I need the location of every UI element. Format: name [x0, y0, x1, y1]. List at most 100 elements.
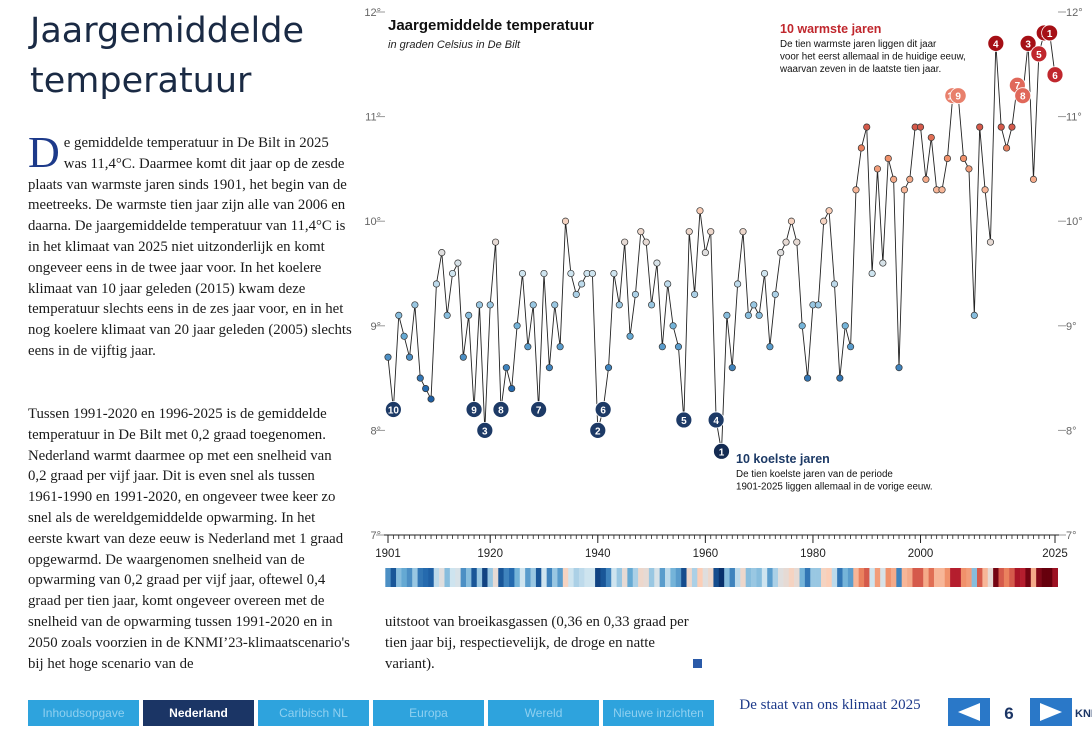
rank-label: 8	[498, 405, 504, 416]
stripe	[654, 568, 660, 587]
stripe	[691, 568, 698, 587]
x-tick-label: 1901	[375, 548, 401, 560]
stripe	[482, 568, 488, 587]
stripe	[960, 568, 967, 587]
data-point	[669, 322, 677, 330]
data-point	[1008, 123, 1016, 131]
ranked-point	[1046, 66, 1064, 84]
data-point	[422, 385, 430, 393]
nav-tab[interactable]: Europa	[373, 700, 484, 726]
stripe	[864, 568, 870, 587]
rank-label: 10	[388, 405, 400, 416]
ranked-point	[465, 401, 483, 418]
x-tick-label: 2000	[908, 548, 934, 560]
annotation-text: 1901-2025 liggen allemaal in de vorige e…	[736, 482, 933, 493]
data-point	[631, 290, 639, 298]
data-point	[879, 259, 887, 267]
data-point	[836, 374, 844, 382]
stripe	[1014, 568, 1021, 587]
y-tick-label: 10°	[1066, 216, 1083, 228]
y-tick-label: 9°	[370, 321, 381, 333]
y-tick-label: 8°	[370, 425, 381, 437]
data-point	[976, 123, 984, 131]
rank-label: 9	[471, 405, 477, 416]
nav-tab[interactable]: Caribisch NL	[258, 700, 369, 726]
stripe	[713, 568, 720, 587]
data-point	[906, 175, 914, 183]
stripe	[396, 568, 402, 587]
stripe	[1009, 568, 1015, 587]
data-point	[524, 343, 532, 351]
data-point	[459, 353, 467, 361]
y-tick-label: 7°	[370, 530, 381, 542]
stripe	[767, 568, 773, 587]
stripe	[605, 568, 612, 587]
stripe	[433, 568, 440, 587]
ranked-point	[384, 401, 402, 418]
data-point	[685, 228, 693, 236]
rank-label: 8	[1020, 92, 1026, 103]
ranked-point	[949, 87, 967, 105]
x-tick-label: 1980	[800, 548, 826, 560]
nav-tab[interactable]: Nieuwe inzichten	[603, 700, 714, 726]
rank-label: 3	[1025, 39, 1031, 50]
ranked-point	[492, 401, 510, 418]
rank-label: 5	[681, 416, 687, 427]
rank-label: 2	[595, 426, 601, 437]
data-point	[588, 269, 596, 278]
end-mark	[693, 659, 702, 668]
stripe	[837, 568, 843, 587]
ranked-point	[1019, 34, 1037, 52]
prev-button[interactable]	[948, 698, 990, 726]
stripe	[498, 568, 504, 587]
chart: Jaargemiddelde temperatuur in graden Cel…	[364, 7, 1083, 587]
ranked-point	[1041, 24, 1059, 42]
stripe	[573, 568, 580, 587]
data-point	[755, 311, 763, 319]
ranked-point	[1030, 45, 1048, 63]
stripe	[950, 568, 956, 587]
ranked-point	[594, 401, 612, 418]
data-point	[448, 269, 457, 278]
stripe	[890, 568, 897, 587]
data-point	[416, 374, 424, 382]
y-tick-label: 8°	[1066, 425, 1077, 437]
nav-tab[interactable]: Wereld	[488, 700, 599, 726]
data-point	[492, 238, 500, 246]
stripe	[933, 568, 940, 587]
next-button[interactable]	[1030, 698, 1072, 726]
data-point	[841, 322, 849, 330]
nav-tab[interactable]: Nederland	[143, 700, 254, 726]
ranked-point	[675, 411, 693, 429]
y-tick-label: 7°	[1066, 530, 1077, 542]
stripe	[869, 568, 876, 587]
stripe	[697, 568, 703, 587]
y-tick-label: 12°	[364, 7, 381, 19]
data-point	[771, 290, 779, 298]
stripe	[734, 568, 741, 587]
stripe	[665, 568, 671, 587]
stripe	[1020, 568, 1026, 587]
data-point	[626, 332, 634, 340]
data-point	[400, 332, 408, 340]
data-point	[411, 301, 419, 309]
stripe	[487, 568, 494, 587]
y-tick-label: 12°	[1066, 7, 1083, 19]
data-point	[868, 269, 876, 278]
data-point	[502, 364, 510, 372]
ranked-point	[1014, 87, 1032, 105]
data-point	[578, 280, 586, 288]
data-point	[900, 186, 908, 194]
stripe	[772, 568, 779, 587]
data-point	[723, 311, 731, 319]
stripe	[648, 568, 655, 587]
data-point	[863, 123, 871, 131]
stripe	[632, 568, 639, 587]
data-point	[443, 311, 451, 319]
rank-label: 7	[536, 405, 542, 416]
stripe	[465, 568, 472, 587]
nav-tab[interactable]: Inhoudsopgave	[28, 700, 139, 726]
data-point	[454, 259, 462, 267]
data-point	[513, 322, 521, 330]
stripe	[821, 568, 827, 587]
